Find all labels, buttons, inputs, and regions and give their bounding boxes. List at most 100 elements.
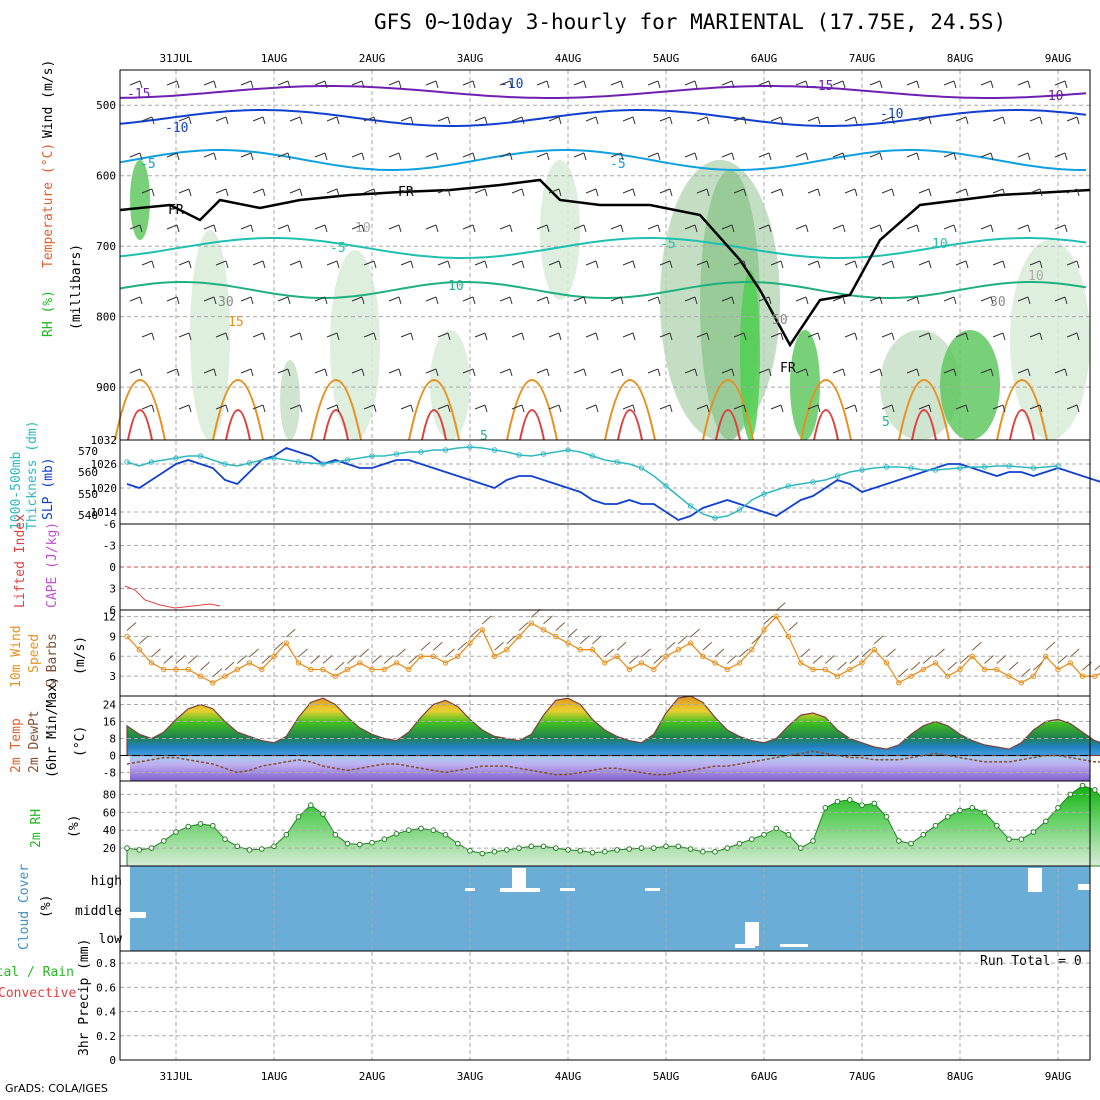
rh2m-marker bbox=[528, 843, 535, 850]
rh2m-marker bbox=[381, 836, 388, 843]
wind-barb bbox=[869, 224, 881, 230]
wind-barb bbox=[363, 116, 375, 122]
wind-barb bbox=[916, 80, 920, 89]
wind-barb bbox=[780, 404, 784, 413]
wind-barb bbox=[250, 368, 254, 377]
thickness-marker bbox=[687, 503, 694, 509]
rh2m-marker bbox=[185, 823, 192, 830]
wind-barb bbox=[252, 188, 264, 194]
wind-barb bbox=[363, 260, 375, 266]
wind-barb bbox=[694, 224, 698, 233]
wind-barb bbox=[314, 296, 326, 302]
wind-barb bbox=[768, 152, 772, 161]
wind-barb bbox=[832, 224, 844, 230]
wind-barb bbox=[509, 152, 513, 161]
chart-title: GFS 0~10day 3-hourly for MARIENTAL (17.7… bbox=[374, 10, 1007, 34]
cloud-gap bbox=[645, 888, 660, 891]
wind-barb bbox=[373, 404, 377, 413]
wind-barb bbox=[795, 224, 807, 230]
cape-tick-label: -3 bbox=[103, 540, 116, 553]
wind-barb bbox=[733, 188, 745, 194]
pressure-tick-label: 500 bbox=[96, 99, 116, 112]
rh-shading bbox=[740, 270, 760, 440]
run-total-label: Run Total = 0 bbox=[980, 954, 1082, 969]
wind-barb bbox=[252, 260, 264, 266]
wind10m-marker bbox=[700, 653, 706, 659]
wind-barb bbox=[188, 116, 192, 125]
wind-barb bbox=[511, 332, 523, 338]
date-label-top: 31JUL bbox=[159, 52, 192, 65]
rh2m-marker bbox=[210, 822, 216, 829]
rh2m-marker bbox=[540, 843, 547, 850]
wind10m-marker bbox=[185, 666, 192, 673]
wind-barb bbox=[1017, 152, 1029, 158]
pressure-tick-label: 900 bbox=[96, 381, 116, 394]
slp-label: SLP (mb) bbox=[41, 457, 56, 520]
wind-barb bbox=[410, 116, 414, 125]
upper-wind-label: Wind (m/s) bbox=[41, 60, 56, 138]
wind-barb bbox=[435, 296, 439, 305]
thickness-marker bbox=[271, 455, 277, 461]
wind-barb bbox=[583, 80, 587, 89]
wind-barb bbox=[731, 152, 735, 161]
pressure-tick-label: 700 bbox=[96, 240, 116, 253]
wind10m-marker bbox=[516, 633, 522, 640]
wind-barb bbox=[610, 368, 622, 374]
wind-barb bbox=[462, 296, 474, 302]
wind-barb bbox=[1064, 152, 1068, 161]
cloud-gap bbox=[735, 944, 755, 948]
wind10m-marker bbox=[847, 666, 853, 673]
wind-barb bbox=[462, 224, 474, 230]
thickness-marker bbox=[1006, 463, 1012, 469]
wind-barb bbox=[844, 188, 856, 194]
wind-barb bbox=[1027, 296, 1031, 305]
thickness-marker bbox=[124, 459, 130, 465]
wind10m-barb bbox=[432, 641, 443, 651]
wind-barb bbox=[659, 188, 671, 194]
wind10m-marker bbox=[565, 640, 571, 646]
wind-barb bbox=[706, 116, 710, 125]
wind-barb bbox=[657, 368, 661, 377]
wind10m-barb bbox=[555, 622, 566, 631]
wind-barb bbox=[879, 368, 883, 377]
precip-convective-label: Convective bbox=[0, 986, 76, 1001]
wind-barb bbox=[546, 368, 550, 377]
wind-barb bbox=[1066, 404, 1078, 410]
wind10m-barb bbox=[506, 635, 517, 645]
wind-barb bbox=[548, 260, 560, 266]
wind-barb bbox=[733, 332, 745, 338]
wind-barb bbox=[768, 296, 772, 305]
wind10m-barb bbox=[837, 661, 847, 671]
rh2m-marker bbox=[883, 814, 890, 820]
wind-barb bbox=[916, 368, 920, 377]
wind10m-marker bbox=[1006, 673, 1012, 679]
wind-barb bbox=[805, 224, 809, 233]
rh2m-area bbox=[126, 784, 1100, 867]
wind-barb bbox=[684, 80, 696, 86]
wind-barb bbox=[832, 80, 844, 86]
slp-panel-labels: 1000-500mb Thickness (dm) SLP (mb) bbox=[9, 420, 56, 530]
wind-barb bbox=[854, 116, 858, 125]
wind10m-barb bbox=[726, 655, 737, 664]
warm-isotherm bbox=[127, 409, 153, 441]
wind-barb bbox=[351, 224, 363, 230]
warm-isotherm bbox=[702, 379, 754, 441]
wind-barb bbox=[583, 152, 587, 161]
upper-temp-label: Temperature (°C) bbox=[41, 143, 56, 268]
wind-barb bbox=[918, 332, 930, 338]
precip-tick-label: 0.6 bbox=[96, 981, 116, 994]
rh2m-marker bbox=[406, 827, 412, 834]
wind-barb bbox=[647, 80, 659, 86]
wind10m-barb bbox=[947, 661, 958, 671]
wind-barb bbox=[583, 368, 587, 377]
wind10m-marker bbox=[1043, 653, 1049, 659]
wind10m-label-4: (m/s) bbox=[73, 636, 88, 675]
wind-barb bbox=[805, 152, 809, 161]
wind-barb bbox=[844, 260, 856, 266]
cloud-cover-background bbox=[130, 866, 1090, 951]
wind-barb bbox=[595, 404, 599, 413]
wind-barb bbox=[178, 116, 190, 122]
wind-barb bbox=[213, 296, 217, 305]
wind-barb bbox=[879, 296, 883, 305]
wind-barb bbox=[213, 80, 217, 89]
